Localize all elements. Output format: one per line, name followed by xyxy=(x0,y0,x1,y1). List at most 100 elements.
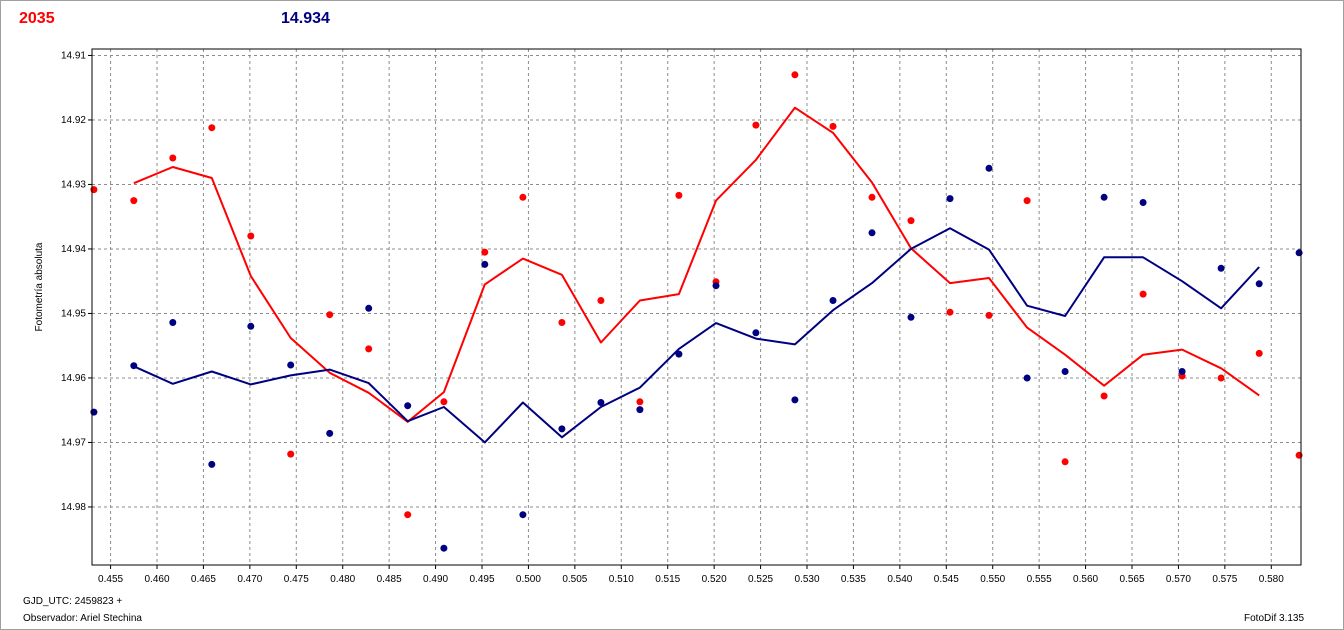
x-tick-label: 0.485 xyxy=(377,574,402,585)
data-point-1 xyxy=(829,122,837,130)
data-point-2 xyxy=(1061,368,1069,375)
series-line-1 xyxy=(133,106,1260,423)
x-tick-label: 0.550 xyxy=(980,574,1005,585)
x-tick-label: 0.515 xyxy=(655,574,680,585)
data-point-1 xyxy=(481,248,489,256)
data-point-2 xyxy=(326,429,334,437)
data-point-1 xyxy=(287,450,295,458)
gjd-label: GJD_UTC: 2459823 + xyxy=(23,596,123,607)
x-tick-label: 0.510 xyxy=(609,574,634,585)
y-tick-label: 14.93 xyxy=(61,179,86,190)
data-point-2 xyxy=(791,396,799,404)
y-tick-label: 14.92 xyxy=(61,115,86,126)
data-point-1 xyxy=(636,398,644,406)
data-point-1 xyxy=(404,511,412,519)
x-tick-label: 0.495 xyxy=(469,574,494,585)
data-point-1 xyxy=(1139,290,1147,298)
data-point-2 xyxy=(1217,264,1225,272)
data-point-1 xyxy=(440,398,448,406)
software-version: FotoDif 3.135 xyxy=(1244,613,1305,624)
header-right-value: 14.934 xyxy=(281,10,330,27)
data-point-1 xyxy=(365,345,373,353)
data-point-1 xyxy=(1023,197,1031,205)
data-point-2 xyxy=(519,511,527,519)
header-left-value: 2035 xyxy=(19,10,55,27)
data-point-1 xyxy=(597,297,605,304)
data-point-2 xyxy=(287,361,295,369)
x-tick-label: 0.540 xyxy=(887,574,912,585)
data-point-2 xyxy=(90,408,98,416)
x-tick-label: 0.465 xyxy=(191,574,216,585)
data-point-2 xyxy=(1100,193,1108,201)
x-tick-label: 0.500 xyxy=(516,574,541,585)
y-tick-label: 14.91 xyxy=(61,50,86,61)
x-tick-label: 0.525 xyxy=(748,574,773,585)
data-point-2 xyxy=(169,319,177,326)
axis-ticks: 0.455 0.460 0.465 0.470 0.475 0.480 0.485 0.490… xyxy=(61,50,1284,585)
x-tick-label: 0.555 xyxy=(1027,574,1052,585)
data-point-2 xyxy=(208,460,216,468)
y-tick-label: 14.94 xyxy=(61,244,86,255)
data-point-2 xyxy=(907,313,915,321)
data-point-2 xyxy=(130,362,138,370)
data-point-2 xyxy=(558,425,566,433)
data-point-1 xyxy=(1295,451,1303,459)
data-point-2 xyxy=(675,350,683,358)
data-point-1 xyxy=(868,193,876,201)
data-point-2 xyxy=(247,322,255,330)
y-tick-label: 14.96 xyxy=(61,373,86,384)
data-point-1 xyxy=(675,191,683,199)
data-point-1 xyxy=(791,71,799,79)
data-point-1 xyxy=(907,217,915,225)
data-point-2 xyxy=(365,304,373,312)
series-lines xyxy=(133,106,1260,444)
data-point-1 xyxy=(169,154,177,162)
data-point-1 xyxy=(519,193,527,201)
data-point-1 xyxy=(1100,392,1108,400)
data-point-2 xyxy=(636,406,644,414)
data-point-1 xyxy=(130,197,138,205)
data-point-2 xyxy=(868,229,876,237)
data-point-1 xyxy=(1217,374,1225,382)
data-point-2 xyxy=(404,402,412,410)
data-point-1 xyxy=(90,186,98,194)
x-tick-label: 0.520 xyxy=(702,574,727,585)
data-point-2 xyxy=(752,329,760,337)
x-tick-label: 0.490 xyxy=(423,574,448,585)
data-point-1 xyxy=(1255,349,1263,357)
data-point-1 xyxy=(326,311,334,319)
data-point-2 xyxy=(440,544,448,552)
x-tick-label: 0.560 xyxy=(1073,574,1098,585)
observer-label: Observador: Ariel Stechina xyxy=(23,613,142,624)
data-point-1 xyxy=(247,232,255,240)
data-point-1 xyxy=(752,121,760,129)
series-line-2 xyxy=(133,227,1260,444)
data-point-1 xyxy=(1061,458,1069,466)
data-point-2 xyxy=(1139,199,1147,206)
series-points xyxy=(90,71,1303,552)
data-point-1 xyxy=(985,311,993,319)
x-tick-label: 0.575 xyxy=(1212,574,1237,585)
y-axis-label: Fotometría absoluta xyxy=(34,242,45,331)
data-point-2 xyxy=(712,282,720,290)
data-point-2 xyxy=(1178,368,1186,375)
data-point-2 xyxy=(1255,280,1263,288)
x-tick-label: 0.455 xyxy=(98,574,123,585)
x-tick-label: 0.580 xyxy=(1259,574,1284,585)
x-tick-label: 0.480 xyxy=(330,574,355,585)
data-point-2 xyxy=(481,260,489,268)
y-tick-label: 14.97 xyxy=(61,437,86,448)
data-point-2 xyxy=(1023,374,1031,382)
data-point-2 xyxy=(597,399,605,406)
x-tick-label: 0.470 xyxy=(237,574,262,585)
data-point-1 xyxy=(558,319,566,326)
x-tick-label: 0.460 xyxy=(144,574,169,585)
data-point-1 xyxy=(946,308,954,316)
y-tick-label: 14.98 xyxy=(61,502,86,513)
x-tick-label: 0.475 xyxy=(284,574,309,585)
data-point-2 xyxy=(1295,249,1303,257)
data-point-2 xyxy=(985,164,993,172)
x-tick-label: 0.530 xyxy=(794,574,819,585)
